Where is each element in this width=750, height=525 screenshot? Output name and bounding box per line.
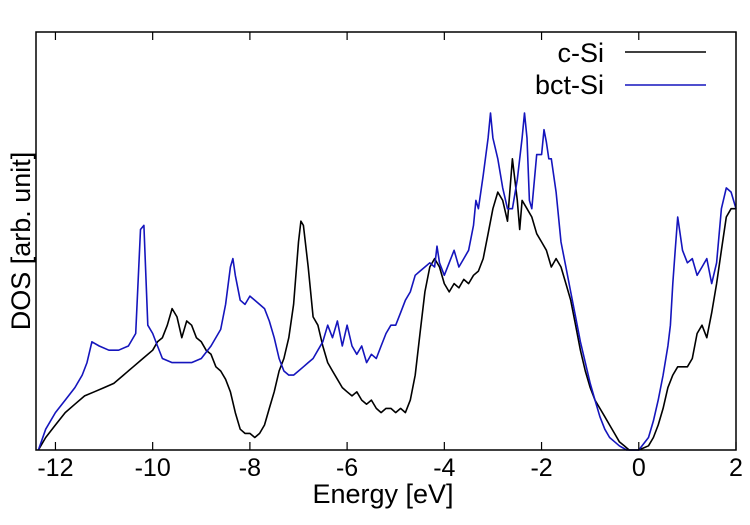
x-tick-label: 0 (632, 454, 646, 482)
plot-frame (35, 31, 737, 451)
legend-label-c-si: c-Si (558, 38, 605, 68)
y-axis-title: DOS [arb. unit] (6, 152, 36, 331)
series-line-c-si (37, 158, 736, 451)
tick-labels: -12 -10 -8 -6 -4 -2 0 2 (37, 454, 743, 482)
x-axis-title: Energy [eV] (312, 479, 453, 509)
tick-layer (54, 32, 737, 450)
legend-label-bct-si: bct-Si (535, 70, 604, 100)
legend: c-Si bct-Si (535, 38, 706, 100)
series-line-bct-si (37, 112, 737, 451)
x-tick-label: -2 (530, 454, 552, 482)
x-tick-label: -10 (135, 454, 171, 482)
x-tick-label: -4 (433, 454, 455, 482)
x-tick-label: -12 (37, 454, 73, 482)
series-layer (37, 112, 737, 451)
x-tick-label: -6 (336, 454, 358, 482)
x-tick-label: -8 (239, 454, 261, 482)
x-tick-label: 2 (729, 454, 743, 482)
